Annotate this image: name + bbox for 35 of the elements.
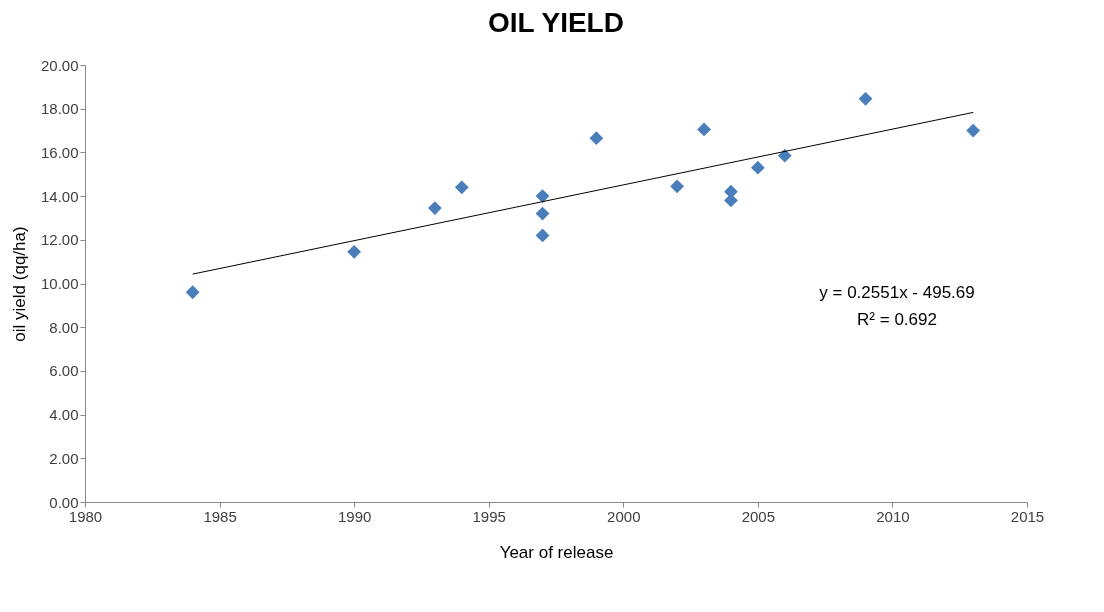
x-tick-label: 1995 [472,507,506,525]
x-tick-label: 1985 [203,507,237,525]
y-axis-title: oil yield (qq/ha) [9,226,29,342]
point [670,179,685,194]
point [858,91,873,106]
chart-title: OIL YIELD [488,7,624,38]
point [427,201,442,216]
y-tick-label: 20.00 [40,56,79,74]
point [750,160,765,175]
point [454,180,469,195]
point [535,228,550,243]
point [535,189,550,203]
annotation: y = 0.2551x - 495.69 [819,283,975,302]
x-tick-label: 2010 [876,507,910,525]
point [589,131,604,146]
y-tick-label: 18.00 [40,100,79,118]
annotation: R² = 0.692 [857,310,937,329]
y-tick-label: 10.00 [40,275,79,292]
point [535,206,550,221]
point [697,122,711,137]
x-tick-label: 2005 [741,507,776,525]
x-tick-label: 2015 [1010,507,1045,525]
point [185,285,200,300]
x-tick-label: 1990 [337,507,372,525]
y-tick-label: 12.00 [40,231,79,249]
point [347,244,362,259]
y-tick-label: 14.00 [40,187,79,205]
y-tick-label: 4.00 [49,406,79,424]
x-axis-title: Year of release [499,542,614,562]
x-tick-label: 2000 [607,507,641,525]
point [966,123,981,138]
y-tick-label: 6.00 [49,362,79,380]
y-tick-label: 16.00 [40,143,79,161]
y-tick-label: 2.00 [49,449,79,467]
y-tick-label: 8.00 [49,318,79,336]
